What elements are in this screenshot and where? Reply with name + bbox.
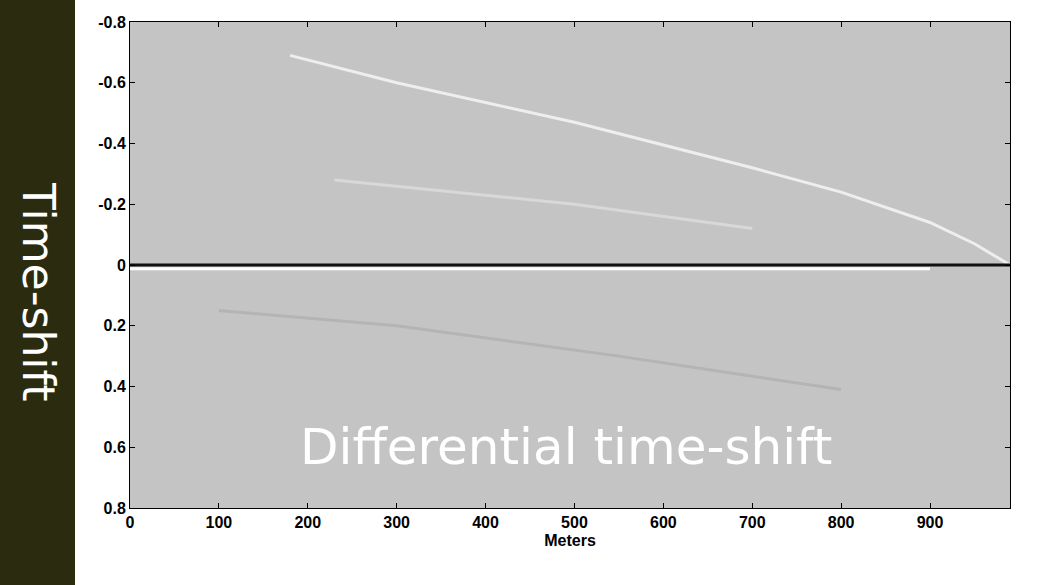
svg-text:700: 700 bbox=[739, 514, 766, 531]
svg-text:400: 400 bbox=[472, 514, 499, 531]
svg-text:-0.4: -0.4 bbox=[98, 135, 126, 152]
svg-text:800: 800 bbox=[828, 514, 855, 531]
svg-text:100: 100 bbox=[206, 514, 233, 531]
svg-text:-0.8: -0.8 bbox=[98, 14, 126, 31]
svg-text:300: 300 bbox=[383, 514, 410, 531]
svg-text:0.2: 0.2 bbox=[104, 317, 126, 334]
svg-text:200: 200 bbox=[294, 514, 321, 531]
svg-text:Differential time-shift: Differential time-shift bbox=[300, 418, 832, 476]
svg-text:0: 0 bbox=[126, 514, 135, 531]
html-text:Time-shift: Time-shift bbox=[12, 183, 64, 402]
svg-text:0.4: 0.4 bbox=[104, 378, 126, 395]
svg-text:Meters: Meters bbox=[544, 532, 596, 549]
svg-text:0.8: 0.8 bbox=[104, 500, 126, 517]
svg-text:500: 500 bbox=[561, 514, 588, 531]
svg-text:0.6: 0.6 bbox=[104, 439, 126, 456]
svg-text:-0.2: -0.2 bbox=[98, 196, 126, 213]
svg-text:600: 600 bbox=[650, 514, 677, 531]
svg-text:900: 900 bbox=[917, 514, 944, 531]
svg-text:-0.6: -0.6 bbox=[98, 74, 126, 91]
svg-text:0: 0 bbox=[117, 257, 126, 274]
